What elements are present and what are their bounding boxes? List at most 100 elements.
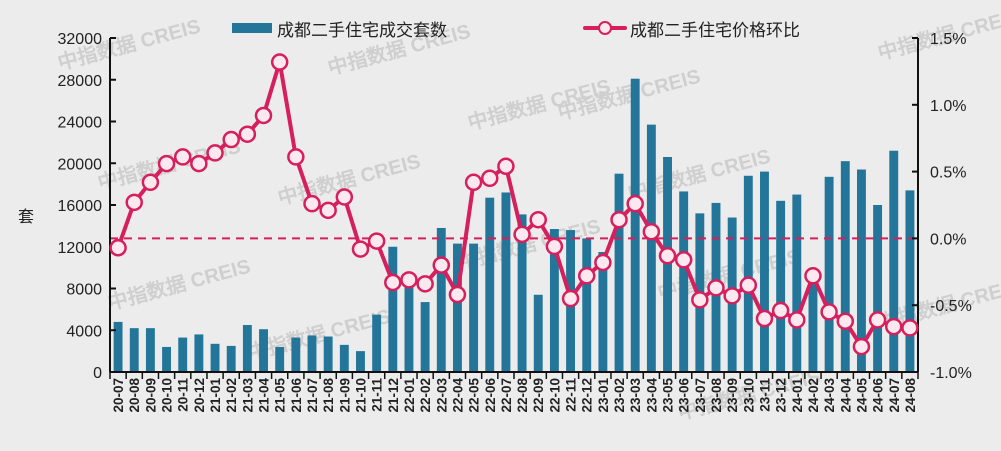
line-marker-21-09 (335, 188, 354, 206)
x-tick-label: 21-04 (257, 378, 272, 413)
line-marker-20-07 (109, 239, 127, 257)
line-marker-21-07 (303, 194, 321, 213)
bar-24-05 (856, 169, 866, 372)
x-tick-label: 21-06 (289, 378, 304, 413)
x-tick-label: 21-07 (305, 378, 320, 413)
line-marker-22-12 (577, 267, 596, 285)
x-tick-label: 22-05 (467, 378, 482, 413)
x-tick-label: 22-02 (418, 378, 433, 413)
line-marker-21-01 (206, 144, 224, 162)
x-tick-label: 23-10 (741, 378, 756, 413)
line-marker-21-10 (351, 240, 370, 258)
line-marker-23-09 (723, 287, 741, 305)
line-marker-24-08 (901, 319, 919, 337)
bar-24-06 (873, 205, 883, 372)
bar-23-02 (614, 173, 624, 372)
line-marker-22-01 (400, 271, 418, 289)
x-tick-label: 22-01 (402, 378, 417, 413)
x-tick-label: 21-03 (240, 378, 255, 413)
x-tick-label: 21-08 (321, 378, 336, 413)
line-marker-22-06 (481, 169, 499, 188)
x-tick-label: 24-01 (790, 378, 805, 413)
bar-23-06 (679, 191, 689, 372)
x-tick-label: 21-05 (273, 378, 288, 413)
bar-21-04 (259, 329, 268, 372)
line-marker-20-12 (190, 154, 208, 173)
line-marker-20-08 (125, 193, 143, 212)
x-tick-label: 20-09 (143, 378, 158, 413)
legend-line-marker-icon (583, 21, 627, 35)
line-marker-23-05 (658, 247, 677, 265)
line-marker-22-03 (432, 256, 451, 274)
right-tick-label: -1.0% (930, 365, 972, 382)
line-marker-22-07 (497, 157, 515, 176)
x-tick-label: 23-08 (709, 378, 724, 413)
left-tick-label: 32000 (58, 31, 103, 48)
bar-21-01 (210, 343, 220, 372)
line-marker-21-08 (319, 201, 337, 220)
bar-21-08 (323, 336, 333, 372)
left-tick-label: 20000 (58, 156, 103, 173)
line-marker-23-12 (771, 301, 790, 320)
line-marker-23-01 (594, 253, 612, 272)
bar-22-10 (549, 229, 559, 372)
bar-22-06 (485, 197, 495, 372)
right-tick-label: -0.5% (930, 298, 972, 315)
bar-24-07 (889, 150, 899, 372)
line-marker-21-03 (238, 125, 257, 143)
x-tick-label: 21-10 (353, 378, 368, 413)
line-marker-24-05 (852, 337, 871, 356)
x-tick-label: 21-02 (224, 378, 239, 413)
x-tick-label: 24-02 (806, 378, 821, 413)
bar-21-03 (242, 325, 252, 372)
bar-24-08 (905, 190, 915, 372)
line-marker-24-07 (885, 317, 903, 336)
x-tick-label: 23-03 (628, 378, 643, 413)
left-tick-label: 12000 (58, 240, 103, 257)
x-tick-label: 24-07 (887, 378, 902, 413)
x-tick-label: 23-05 (661, 378, 676, 413)
x-tick-label: 23-01 (596, 378, 611, 413)
line-marker-20-09 (141, 173, 160, 192)
line-marker-23-11 (755, 309, 774, 328)
x-tick-label: 23-06 (677, 378, 692, 413)
x-tick-label: 21-09 (337, 378, 352, 413)
legend-bar-swatch-icon (232, 23, 272, 33)
left-tick-label: 16000 (58, 198, 103, 215)
x-tick-label: 20-12 (192, 378, 207, 413)
line-marker-22-04 (448, 285, 467, 304)
x-tick-label: 21-01 (208, 378, 223, 413)
left-tick-label: 4000 (66, 323, 102, 340)
line-marker-21-04 (254, 106, 273, 125)
legend-item-bar: 成都二手住宅成交套数 (232, 14, 447, 42)
bar-24-02 (808, 280, 818, 372)
bar-21-07 (307, 335, 317, 372)
x-tick-label: 20-08 (127, 378, 142, 413)
legend-item-line: 成都二手住宅价格环比 (583, 14, 800, 42)
watermark-text: 中指数据 CREIS (105, 254, 253, 315)
line-marker-20-10 (157, 154, 176, 173)
line-marker-23-06 (674, 251, 693, 269)
legend-bar-label: 成都二手住宅成交套数 (277, 20, 447, 41)
bar-22-07 (501, 192, 511, 372)
x-tick-label: 24-04 (838, 378, 853, 413)
line-marker-22-09 (529, 210, 547, 229)
bar-22-12 (582, 238, 592, 372)
line-marker-23-03 (626, 194, 644, 213)
x-tick-label: 22-10 (547, 378, 562, 413)
line-marker-21-06 (287, 148, 305, 166)
x-tick-label: 21-12 (386, 378, 401, 413)
line-marker-22-02 (416, 275, 434, 293)
x-tick-label: 22-03 (434, 378, 449, 413)
bar-23-10 (743, 175, 753, 372)
right-tick-label: 0.5% (930, 165, 966, 182)
right-tick-label: 1.5% (930, 31, 966, 48)
x-tick-label: 22-04 (450, 378, 465, 413)
bar-21-09 (339, 344, 349, 372)
bar-24-01 (792, 194, 802, 372)
line-marker-24-03 (820, 303, 838, 321)
bar-22-02 (420, 302, 430, 372)
right-tick-label: 1.0% (930, 98, 966, 115)
bar-20-12 (194, 334, 204, 372)
